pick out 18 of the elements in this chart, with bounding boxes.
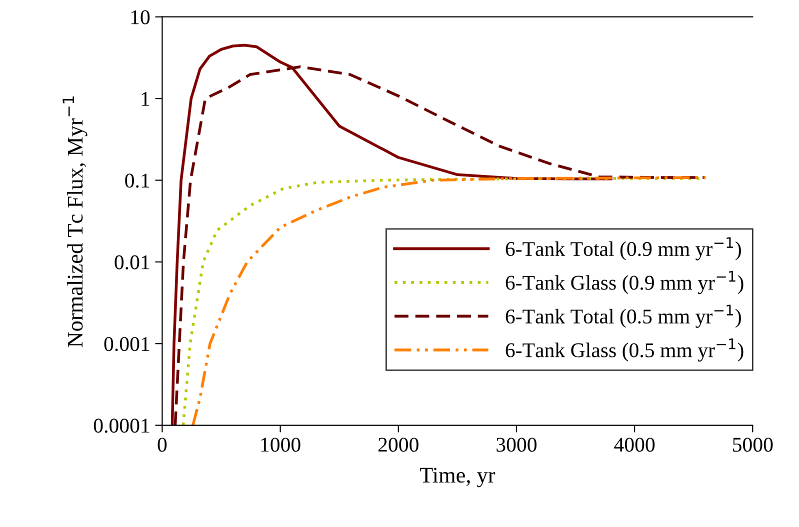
x-tick-label: 0 bbox=[158, 438, 167, 452]
y-tick-label: 0.1 bbox=[125, 174, 150, 188]
legend-label: 6-Tank Glass (0.9 mm yr$^{−1}$) bbox=[506, 270, 744, 294]
y-tick-label: 0.001 bbox=[104, 336, 150, 352]
y-tick-label: 0.0001 bbox=[94, 418, 150, 433]
x-tick-label: 1000 bbox=[261, 438, 300, 452]
y-tick-label: 0.01 bbox=[114, 255, 150, 270]
legend-label: 6-Tank Total (0.5 mm yr$^{−1}$) bbox=[506, 304, 741, 328]
x-tick-label: 5000 bbox=[733, 438, 773, 452]
y-tick-label: 1 bbox=[142, 92, 150, 106]
x-tick-label: 4000 bbox=[614, 438, 655, 452]
y-tick-label: 10 bbox=[131, 10, 150, 24]
x-tick-label: 3000 bbox=[496, 438, 537, 452]
y-axis-title: Normalized Tc Flux, Myr$^{−1}$ bbox=[62, 96, 88, 348]
legend-label: 6-Tank Glass (0.5 mm yr$^{−1}$) bbox=[506, 338, 744, 362]
x-axis-title: Time, yr bbox=[420, 468, 496, 488]
x-tick-label: 2000 bbox=[378, 438, 418, 452]
legend-label: 6-Tank Total (0.9 mm yr$^{−1}$) bbox=[506, 237, 741, 260]
